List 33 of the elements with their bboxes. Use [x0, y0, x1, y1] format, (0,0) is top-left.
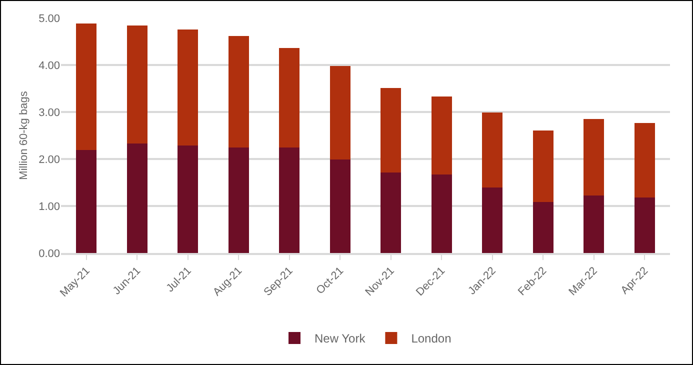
bar: [482, 112, 503, 188]
bar: [584, 119, 604, 196]
bar: [330, 159, 350, 253]
y-tick-label: 5.00: [38, 12, 60, 25]
legend-label: New York: [314, 332, 366, 346]
bar: [126, 143, 148, 253]
y-tick-label: 3.00: [38, 106, 60, 119]
y-tick-label: 4.00: [38, 60, 60, 72]
bar: [584, 196, 604, 253]
bar: [532, 130, 554, 202]
bar: [482, 188, 503, 253]
y-axis-title: Million 60-kg bags: [18, 90, 30, 180]
bar: [228, 36, 249, 148]
bar: [126, 26, 148, 144]
y-tick-label: 1.00: [38, 200, 60, 213]
bar: [380, 172, 402, 253]
bar: [532, 202, 554, 253]
bar: [431, 174, 452, 253]
bar: [76, 24, 97, 150]
bar: [178, 145, 198, 253]
y-tick-label: 2.00: [38, 154, 60, 166]
bar: [330, 66, 350, 160]
bar: [228, 147, 249, 253]
bar: [178, 29, 198, 146]
bar: [279, 48, 300, 148]
y-tick-label: 0.00: [38, 248, 60, 260]
bar: [634, 122, 655, 198]
bar: [431, 96, 452, 175]
bar: [76, 150, 97, 253]
bar: [634, 198, 655, 253]
bar: [279, 147, 300, 253]
bar: [380, 88, 402, 173]
legend-label: London: [411, 332, 452, 346]
